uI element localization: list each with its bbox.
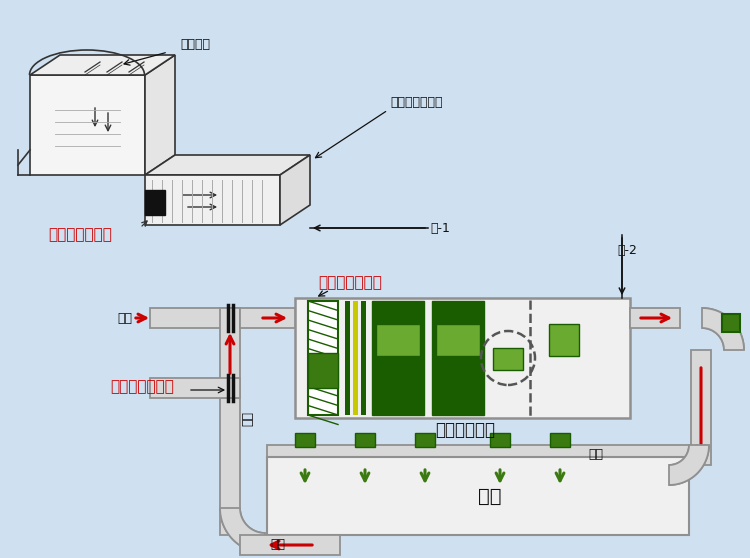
Bar: [308, 301, 338, 415]
Text: 光氢离子净化器: 光氢离子净化器: [110, 379, 174, 395]
Polygon shape: [30, 75, 145, 175]
Bar: [240, 535, 340, 555]
Bar: [345, 301, 350, 415]
Bar: [372, 301, 424, 415]
Polygon shape: [30, 55, 175, 75]
Bar: [220, 398, 240, 535]
Polygon shape: [145, 55, 175, 175]
Bar: [490, 433, 510, 447]
Text: 风机盘管出风口: 风机盘管出风口: [390, 95, 442, 108]
Bar: [630, 308, 680, 328]
Bar: [415, 433, 435, 447]
Bar: [432, 301, 484, 415]
Text: 回风: 回风: [270, 538, 285, 551]
Bar: [355, 433, 375, 447]
Bar: [150, 308, 240, 328]
Bar: [361, 301, 366, 415]
Bar: [267, 457, 689, 535]
Text: 送风: 送风: [588, 449, 603, 461]
Text: 回风: 回风: [242, 411, 254, 426]
Bar: [353, 301, 358, 415]
Polygon shape: [145, 155, 310, 175]
Polygon shape: [145, 175, 280, 225]
Polygon shape: [280, 155, 310, 225]
Bar: [549, 324, 579, 356]
Polygon shape: [220, 508, 265, 553]
Polygon shape: [220, 508, 265, 553]
Text: 光氢离子净化器: 光氢离子净化器: [48, 228, 112, 243]
Bar: [295, 433, 315, 447]
Bar: [150, 378, 240, 398]
Text: 新风: 新风: [117, 311, 132, 325]
Text: 图-1: 图-1: [430, 222, 450, 234]
Bar: [493, 348, 523, 370]
Text: 中央空调系统: 中央空调系统: [435, 421, 495, 439]
Text: 风机盘管: 风机盘管: [180, 39, 210, 51]
Bar: [376, 324, 420, 356]
Text: 室内: 室内: [478, 487, 502, 506]
Polygon shape: [669, 445, 709, 485]
Bar: [308, 353, 338, 388]
Bar: [691, 350, 711, 465]
Bar: [722, 314, 740, 332]
Bar: [267, 445, 689, 465]
Polygon shape: [145, 190, 165, 215]
Bar: [295, 298, 630, 418]
Bar: [436, 324, 480, 356]
Text: 图-2: 图-2: [617, 243, 637, 257]
Bar: [220, 308, 240, 398]
Text: 光氢离子净化器: 光氢离子净化器: [318, 276, 382, 291]
Bar: [240, 308, 295, 328]
Bar: [550, 433, 570, 447]
Polygon shape: [702, 308, 744, 350]
